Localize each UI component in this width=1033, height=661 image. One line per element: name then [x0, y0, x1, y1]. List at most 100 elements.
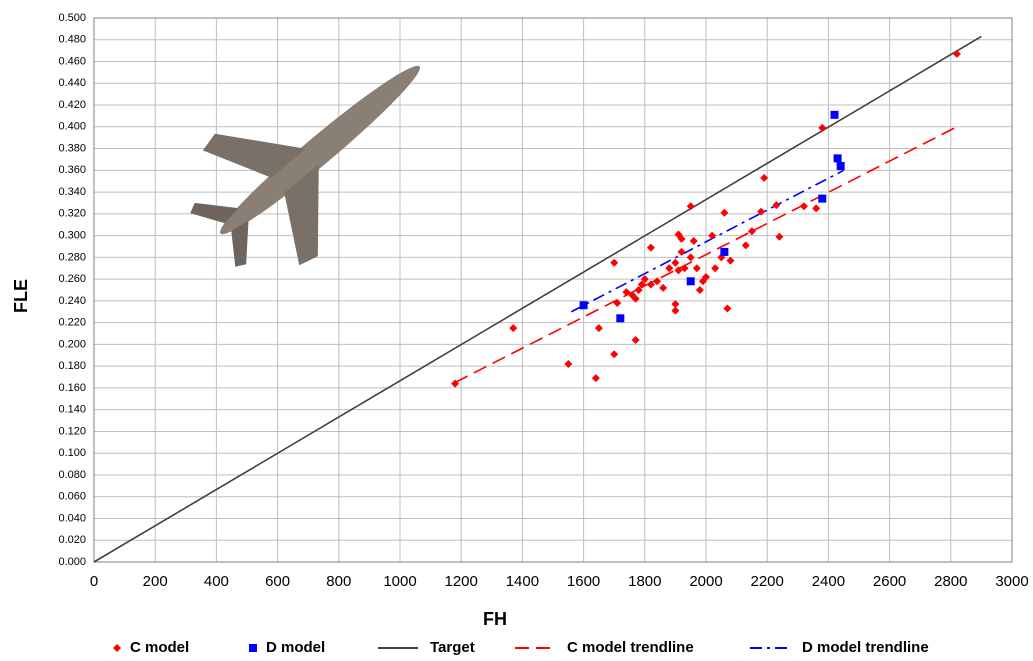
- square-marker: [818, 194, 827, 203]
- y-tick-label: 0.220: [58, 317, 86, 329]
- x-tick-label: 2200: [751, 573, 784, 590]
- diamond-marker: [564, 359, 573, 368]
- x-tick-label: 1000: [383, 573, 416, 590]
- diamond-marker: [509, 324, 518, 333]
- x-tick-label: 2400: [812, 573, 845, 590]
- legend-label: C model trendline: [567, 639, 694, 656]
- square-marker: [836, 161, 845, 170]
- x-tick-label: 1600: [567, 573, 600, 590]
- diamond-marker: [591, 374, 600, 383]
- y-tick-label: 0.120: [58, 425, 86, 437]
- x-axis-title: FH: [483, 609, 507, 629]
- diamond-marker: [747, 227, 756, 236]
- y-tick-label: 0.260: [58, 273, 86, 285]
- diamond-marker: [723, 304, 732, 313]
- diamond-marker: [631, 294, 640, 303]
- diamond-marker: [741, 241, 750, 250]
- diamond-marker: [610, 350, 619, 359]
- diamond-marker: [680, 264, 689, 273]
- y-tick-label: 0.380: [58, 142, 86, 154]
- y-tick-label: 0.320: [58, 208, 86, 220]
- square-marker: [833, 154, 842, 163]
- legend-label: D model: [266, 639, 325, 656]
- diamond-marker: [818, 123, 827, 132]
- diamond-marker: [637, 280, 646, 289]
- square-marker: [249, 644, 257, 652]
- diamond-marker: [686, 253, 695, 262]
- diamond-marker: [640, 275, 649, 284]
- diamond-marker: [689, 237, 698, 246]
- x-tick-label: 200: [143, 573, 168, 590]
- y-tick-label: 0.500: [58, 12, 86, 24]
- line: [570, 169, 845, 313]
- diamond-marker: [702, 272, 710, 281]
- diamond-marker: [692, 264, 701, 273]
- diamond-marker: [671, 300, 680, 309]
- x-tick-label: 800: [326, 573, 351, 590]
- diamond-marker: [646, 280, 655, 289]
- y-tick-label: 0.080: [58, 469, 86, 481]
- diamond-marker: [799, 202, 808, 211]
- diamond-marker: [686, 202, 695, 211]
- tail: [190, 202, 239, 224]
- diamond-marker: [772, 201, 781, 210]
- wing: [202, 133, 306, 178]
- diamond-marker: [594, 324, 603, 333]
- x-tick-label: 0: [90, 573, 98, 590]
- y-tick-label: 0.140: [58, 404, 86, 416]
- y-tick-label: 0.020: [58, 534, 86, 546]
- x-tick-label: 2600: [873, 573, 906, 590]
- plot-border: [93, 17, 1013, 563]
- diamond-marker: [653, 277, 662, 286]
- diamond-marker: [671, 306, 680, 315]
- y-tick-label: 0.400: [58, 121, 86, 133]
- legend-label: C model: [130, 639, 189, 656]
- diamond-marker: [711, 264, 720, 273]
- diamond-marker: [720, 208, 729, 217]
- diamond-marker: [775, 232, 784, 241]
- y-tick-label: 0.280: [58, 251, 86, 263]
- x-tick-label: 400: [204, 573, 229, 590]
- diamond-marker: [726, 256, 735, 265]
- y-tick-label: 0.440: [58, 77, 86, 89]
- diamond-marker: [610, 258, 619, 267]
- diamond-marker: [671, 258, 680, 267]
- y-tick-label: 0.420: [58, 99, 86, 111]
- y-tick-label: 0.340: [58, 186, 86, 198]
- square-marker: [720, 247, 729, 256]
- x-tick-label: 2000: [689, 573, 722, 590]
- diamond-marker: [677, 234, 686, 243]
- y-tick-label: 0.240: [58, 295, 86, 307]
- grid: [93, 17, 1013, 563]
- diamond-marker: [665, 264, 674, 273]
- diamond-marker: [659, 283, 668, 292]
- diamond-marker: [622, 288, 631, 297]
- diamond-marker: [952, 49, 961, 58]
- x-tick-label: 1800: [628, 573, 661, 590]
- y-tick-label: 0.300: [58, 230, 86, 242]
- square-marker: [616, 314, 625, 323]
- wing: [284, 164, 319, 266]
- diamond-marker: [757, 207, 766, 216]
- x-tick-label: 600: [265, 573, 290, 590]
- legend-label: Target: [430, 639, 475, 656]
- y-tick-label: 0.160: [58, 382, 86, 394]
- square-marker: [686, 277, 695, 286]
- diamond-marker: [613, 299, 622, 308]
- y-tick-label: 0.100: [58, 447, 86, 459]
- y-tick-label: 0.200: [58, 338, 86, 350]
- line: [454, 126, 958, 384]
- y-tick-label: 0.460: [58, 55, 86, 67]
- y-tick-label: 0.360: [58, 164, 86, 176]
- fuselage: [220, 65, 420, 235]
- y-tick-label: 0.040: [58, 512, 86, 524]
- diamond-marker: [646, 243, 655, 252]
- x-tick-label: 1200: [445, 573, 478, 590]
- diamond-marker: [674, 266, 683, 275]
- tail: [231, 220, 249, 267]
- diamond-marker: [451, 379, 460, 388]
- diamond-marker: [113, 644, 121, 652]
- diamond-marker: [677, 247, 686, 256]
- x-tick-label: 1400: [506, 573, 539, 590]
